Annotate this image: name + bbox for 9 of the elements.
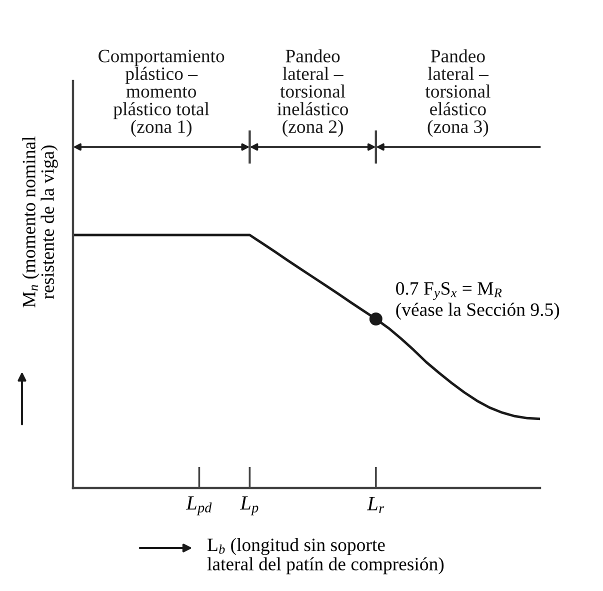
x-tick-label: L$_{r}$: [367, 497, 384, 513]
annotation: 0.7 F$_{y}$S$_{x}$ = M$_{R}$ (véase la Sección 9.5): [396, 282, 560, 320]
x-axis-title: L$_{b}$ (longitud sin soporte lateral del patín de compresión): [207, 538, 444, 574]
text: Comportamiento plástico – momento plástico total (zona 1): [98, 50, 224, 137]
y-axis-title: M$_{n}$ (momento nominal resistente de la viga): [22, 136, 58, 308]
text: Pandeo lateral – torsional inelástico (zona 2): [277, 49, 348, 137]
x-tick-label: L$_{pd}$: [186, 496, 212, 516]
x-tick-label: L$_{p}$: [240, 496, 258, 516]
text: Pandeo lateral – torsional elástico (zona 3): [425, 49, 490, 137]
